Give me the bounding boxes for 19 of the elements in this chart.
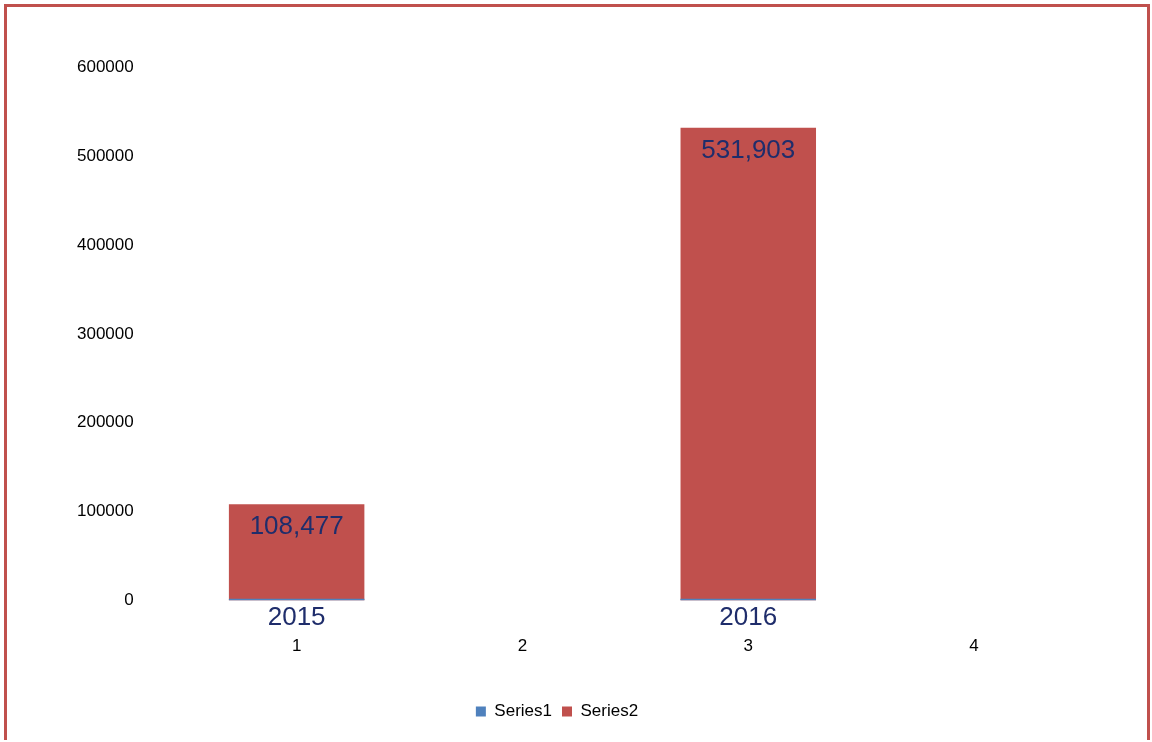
data-label: 531,903 (701, 133, 796, 164)
x-tick-label: 2 (517, 636, 528, 656)
y-tick-label: 500000 (76, 145, 134, 165)
legend-label: Series1 (494, 701, 552, 721)
x-tick-label: 1 (291, 636, 302, 656)
y-tick-label: 300000 (76, 323, 134, 343)
data-label: 2016 (719, 600, 778, 631)
y-tick-label: 600000 (76, 56, 134, 76)
y-tick-label: 400000 (76, 234, 134, 254)
bar (228, 504, 365, 601)
data-label: 2015 (267, 600, 326, 631)
y-tick-label: 200000 (76, 412, 134, 432)
legend-label: Series2 (580, 701, 639, 721)
data-label: 108,477 (249, 510, 344, 541)
x-tick-label: 4 (969, 636, 979, 656)
y-tick-label: 0 (124, 590, 134, 610)
x-tick-label: 3 (743, 636, 754, 656)
y-tick-label: 100000 (76, 501, 134, 521)
bar (680, 127, 817, 601)
